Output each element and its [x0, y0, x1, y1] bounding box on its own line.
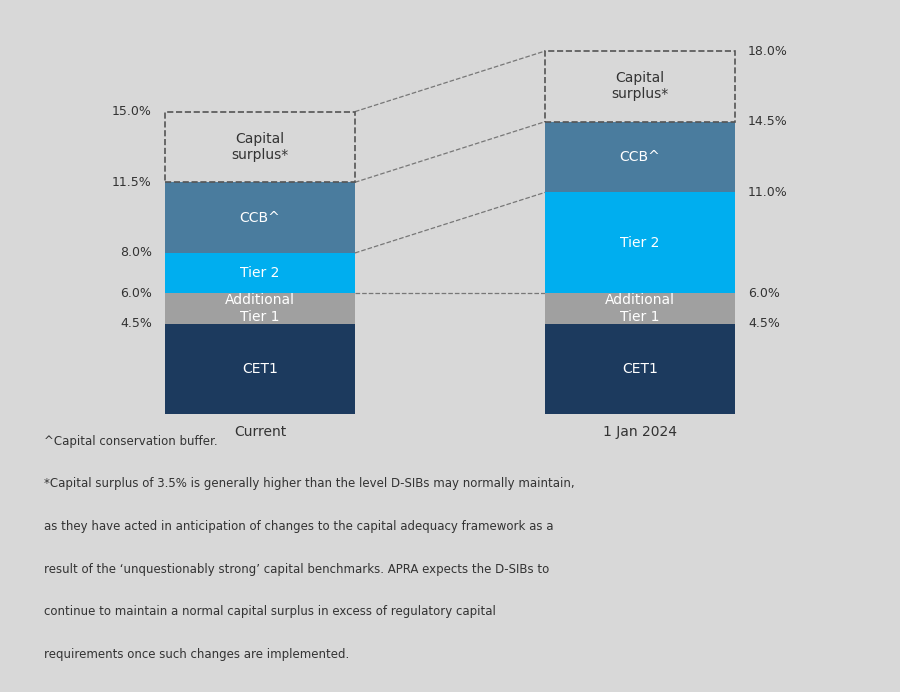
Text: 6.0%: 6.0% [748, 287, 780, 300]
Bar [545, 192, 735, 293]
Text: Tier 2: Tier 2 [620, 236, 660, 250]
Text: CET1: CET1 [622, 362, 658, 376]
Text: ^Capital conservation buffer.: ^Capital conservation buffer. [44, 435, 218, 448]
Text: result of the ‘unquestionably strong’ capital benchmarks. APRA expects the D-SIB: result of the ‘unquestionably strong’ ca… [44, 563, 549, 576]
Text: 11.5%: 11.5% [112, 176, 152, 189]
Text: as they have acted in anticipation of changes to the capital adequacy framework : as they have acted in anticipation of ch… [44, 520, 554, 533]
Bar [165, 324, 355, 415]
Text: continue to maintain a normal capital surplus in excess of regulatory capital: continue to maintain a normal capital su… [44, 605, 496, 618]
Text: Additional
Tier 1: Additional Tier 1 [225, 293, 295, 324]
Text: 1 Jan 2024: 1 Jan 2024 [603, 425, 677, 439]
Text: CET1: CET1 [242, 362, 278, 376]
Bar [545, 324, 735, 415]
Bar [165, 253, 355, 293]
Text: requirements once such changes are implemented.: requirements once such changes are imple… [44, 648, 349, 661]
Text: 4.5%: 4.5% [120, 317, 152, 330]
Text: Tier 2: Tier 2 [240, 266, 280, 280]
Bar [165, 182, 355, 253]
Bar [165, 293, 355, 324]
Text: 15.0%: 15.0% [112, 105, 152, 118]
Text: Additional
Tier 1: Additional Tier 1 [605, 293, 675, 324]
Text: 6.0%: 6.0% [120, 287, 152, 300]
Text: Capital
surplus*: Capital surplus* [231, 132, 289, 162]
Text: 18.0%: 18.0% [748, 44, 788, 57]
Bar [545, 51, 735, 122]
Text: 11.0%: 11.0% [748, 186, 788, 199]
Bar [165, 111, 355, 182]
Text: 8.0%: 8.0% [120, 246, 152, 260]
Text: 4.5%: 4.5% [748, 317, 780, 330]
Text: CCB^: CCB^ [620, 150, 661, 164]
Text: Capital
surplus*: Capital surplus* [611, 71, 669, 102]
Bar [545, 122, 735, 192]
Bar [545, 293, 735, 324]
Text: *Capital surplus of 3.5% is generally higher than the level D-SIBs may normally : *Capital surplus of 3.5% is generally hi… [44, 477, 574, 491]
Text: CCB^: CCB^ [239, 210, 280, 225]
Text: Current: Current [234, 425, 286, 439]
Text: 14.5%: 14.5% [748, 115, 788, 128]
